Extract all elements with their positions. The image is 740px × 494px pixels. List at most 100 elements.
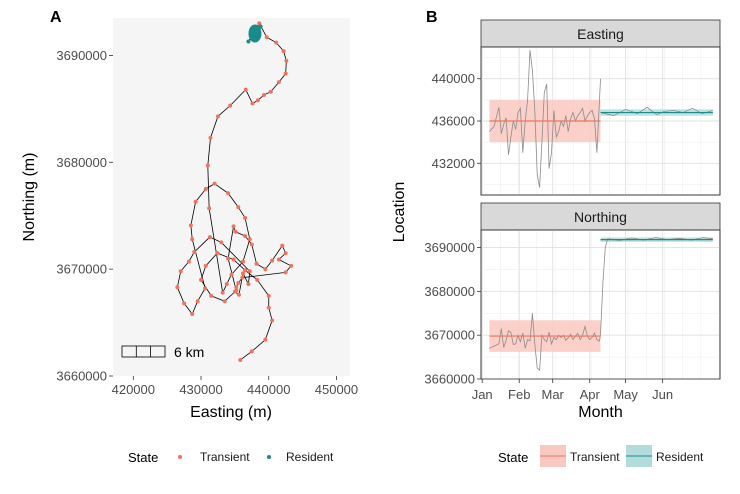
a-point-resident — [246, 39, 251, 44]
panel-b-x-ticks: Jan Feb Mar Apr May Jun — [472, 379, 673, 402]
a-point-transient — [249, 349, 254, 354]
a-point-transient — [175, 285, 180, 290]
a-track-segment — [244, 269, 258, 281]
a-track-segment — [195, 188, 207, 203]
a-ytick-label: 3670000 — [56, 262, 107, 277]
a-point-transient — [190, 312, 195, 317]
a-track-segment — [229, 89, 247, 106]
b-xtick-label: Mar — [542, 387, 565, 402]
a-track-segment — [183, 303, 193, 315]
a-track-segment — [248, 271, 251, 285]
a-point-transient — [243, 215, 248, 220]
e-ytick-label: 436000 — [432, 114, 475, 129]
a-point-transient — [234, 285, 239, 290]
a-point-transient — [247, 269, 252, 274]
panel-b-y-axis-label: Location — [391, 182, 408, 243]
a-point-transient — [228, 103, 233, 108]
a-point-transient — [240, 275, 245, 280]
a-track-segment — [237, 206, 246, 219]
a-point-transient — [266, 293, 271, 298]
a-point-transient — [224, 282, 229, 287]
a-xtick-label: 450000 — [315, 382, 358, 397]
a-track-segment — [180, 261, 190, 272]
a-point-transient — [266, 305, 271, 310]
a-point-transient — [207, 235, 212, 240]
a-track-segment — [190, 225, 193, 240]
a-point-transient — [274, 40, 279, 45]
a-track-segment — [285, 60, 287, 74]
a-point-transient — [262, 92, 267, 97]
a-track-segment — [240, 351, 253, 361]
facet-easting-title: Easting — [577, 26, 624, 42]
facet-northing-lines — [489, 237, 713, 372]
a-point-transient — [243, 268, 248, 273]
a-point-transient — [249, 242, 254, 247]
facet-easting-y-ticks: 432000 436000 440000 — [432, 71, 481, 171]
a-point-transient — [276, 257, 281, 262]
a-point-transient — [241, 259, 246, 264]
a-track-segment — [242, 239, 251, 262]
a-track-segment — [217, 105, 231, 117]
a-point-transient — [209, 293, 214, 298]
a-point-transient — [192, 250, 197, 255]
a-track-segment — [268, 307, 273, 321]
e-ytick-label: 440000 — [432, 71, 475, 86]
a-track-segment — [256, 279, 270, 297]
b-xtick-label: Feb — [508, 387, 530, 402]
a-track-segment — [217, 252, 234, 260]
n-ytick-label: 3670000 — [424, 328, 475, 343]
facet-easting-border — [480, 46, 721, 196]
a-point-resident — [254, 29, 259, 34]
facet-northing-y-ticks: 3660000 3670000 3680000 3690000 — [424, 240, 481, 387]
b-xtick-label: Jun — [652, 387, 673, 402]
a-point-transient — [215, 251, 220, 256]
panel-a-label: A — [50, 9, 62, 26]
a-track-segment — [200, 265, 207, 280]
a-track-segment — [245, 89, 253, 104]
a-track-segment — [176, 271, 182, 288]
a-track-segment — [264, 320, 273, 340]
a-point-transient — [250, 101, 255, 106]
a-point-transient — [283, 251, 288, 256]
a-point-transient — [263, 267, 268, 272]
a-point-transient — [212, 181, 217, 186]
n-raw-line-transient — [489, 238, 609, 372]
a-point-transient — [236, 205, 241, 210]
a-point-transient — [255, 277, 260, 282]
b-xtick-label: Jan — [472, 387, 493, 402]
facet-northing: Northing 3660000 3670000 3680000 3690000 — [424, 202, 721, 387]
a-point-transient — [226, 256, 231, 261]
facet-easting-grid — [481, 47, 720, 195]
a-track-segment — [244, 217, 251, 240]
a-point-transient — [233, 229, 238, 234]
a-point-transient — [257, 21, 262, 26]
facet-easting: Easting 432000 436000 440000 — [432, 19, 721, 196]
a-point-transient — [231, 224, 236, 229]
a-point-transient — [284, 58, 289, 63]
facet-northing-title: Northing — [574, 209, 627, 225]
b-xtick-label: May — [613, 387, 638, 402]
panel-b-x-axis-label: Month — [578, 404, 622, 421]
a-point-resident — [249, 36, 254, 41]
a-point-transient — [241, 271, 246, 276]
facet-northing-panel — [480, 229, 721, 380]
scale-bar: 6 km — [121, 344, 204, 360]
a-track-segment — [191, 301, 199, 315]
a-point-transient — [226, 191, 231, 196]
panel-b-legend-label-transient: Transient — [570, 450, 620, 464]
panel-a: A 3660000 3670000 3680000 3690000 420000 430… — [21, 9, 358, 465]
a-point-transient — [231, 257, 236, 262]
panel-a-y-axis-label: Northing (m) — [21, 153, 38, 242]
a-point-transient — [182, 301, 187, 306]
n-ytick-label: 3690000 — [424, 240, 475, 255]
a-track-segment — [210, 116, 219, 138]
panel-a-legend-label-resident: Resident — [286, 450, 334, 464]
a-point-transient — [289, 263, 294, 268]
a-xtick-label: 440000 — [247, 382, 290, 397]
a-point-transient — [178, 269, 183, 274]
a-point-transient — [281, 49, 286, 54]
panel-b-legend: State Transient Resident — [498, 445, 704, 467]
a-point-transient — [236, 292, 241, 297]
a-track-segment — [208, 208, 224, 293]
a-point-transient — [195, 299, 200, 304]
